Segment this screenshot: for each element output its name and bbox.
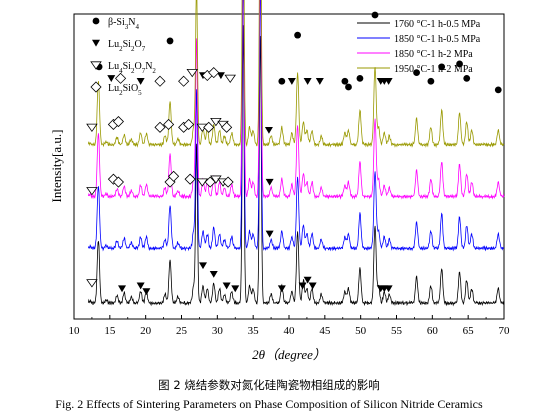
phase-marker xyxy=(494,86,502,94)
x-tick-label: 70 xyxy=(499,325,511,337)
phase-marker xyxy=(107,173,119,185)
phase-marker xyxy=(209,271,218,278)
phase-marker xyxy=(168,170,180,182)
phase-marker xyxy=(142,288,151,296)
phase-marker xyxy=(178,75,190,87)
phase-marker xyxy=(222,176,234,188)
phase-marker xyxy=(294,31,301,39)
series-line xyxy=(87,25,505,307)
x-tick-label: 15 xyxy=(104,325,116,337)
phase-marker xyxy=(203,121,215,133)
series-line xyxy=(87,0,505,149)
series-legend-label: 1850 °C-1 h-2 MPa xyxy=(394,49,473,60)
phase-marker xyxy=(208,67,220,79)
phase-marker xyxy=(199,262,207,270)
phase-marker xyxy=(277,285,286,293)
phase-marker xyxy=(463,74,471,82)
phase-legend-symbol xyxy=(90,81,102,93)
phase-marker xyxy=(184,173,196,185)
phase-marker xyxy=(384,78,393,85)
phase-marker xyxy=(86,279,98,288)
phase-marker xyxy=(231,285,240,293)
series-legend-label: 1850 °C-1 h-0.5 MPa xyxy=(394,34,481,45)
phase-marker-layer xyxy=(86,11,502,296)
phase-marker xyxy=(86,123,98,133)
phase-marker xyxy=(196,178,209,187)
series-legend-label: 1950 °C-1 h-2 MPa xyxy=(394,64,473,75)
phase-marker xyxy=(265,178,274,186)
phase-legend-symbol xyxy=(92,39,100,47)
phase-marker xyxy=(183,118,195,131)
phase-legend-symbol xyxy=(90,61,102,70)
phase-marker xyxy=(154,75,166,87)
phase-marker xyxy=(264,127,273,134)
phase-marker xyxy=(107,75,116,82)
phase-legend-label: Lu4Si2O7N2 xyxy=(108,61,156,75)
x-tick-label: 60 xyxy=(427,325,439,337)
x-axis-label: 2θ（degree） xyxy=(252,347,326,362)
x-axis-ticks: 10 15 20 25 30 35 40 45 50 55 60 65 70 xyxy=(69,315,511,337)
series-layer xyxy=(87,0,505,307)
phase-marker xyxy=(186,69,199,78)
phase-marker xyxy=(341,77,349,85)
x-tick-label: 50 xyxy=(355,325,367,337)
phase-marker xyxy=(115,72,127,84)
phase-marker xyxy=(456,60,463,68)
phase-marker xyxy=(118,285,127,293)
phase-marker xyxy=(298,282,307,290)
x-tick-label: 40 xyxy=(284,325,296,337)
figure-caption-chinese: 图 2 烧结参数对氮化硅陶瓷物相组成的影响 xyxy=(158,378,380,392)
figure-caption-english: Fig. 2 Effects of Sintering Parameters o… xyxy=(55,397,483,411)
phase-marker xyxy=(163,118,175,131)
x-tick-label: 25 xyxy=(176,325,188,337)
x-tick-label: 10 xyxy=(69,325,81,337)
phase-legend-label: Lu2Si2O7 xyxy=(108,39,146,53)
xrd-chart: 10 15 20 25 30 35 40 45 50 55 60 65 70 Intensity[a.u… xyxy=(49,0,511,362)
series-line xyxy=(87,0,505,252)
phase-marker xyxy=(371,11,379,19)
x-tick-label: 35 xyxy=(248,325,260,337)
phase-marker xyxy=(154,121,166,133)
x-tick-label: 45 xyxy=(319,325,331,337)
phase-marker xyxy=(287,78,296,85)
phase-marker xyxy=(278,77,286,85)
phase-legend-symbol xyxy=(92,17,100,25)
phase-marker xyxy=(216,72,225,80)
x-tick-label: 55 xyxy=(391,325,403,337)
x-tick-label: 30 xyxy=(212,325,224,337)
phase-legend: β-Si3N4 Lu2Si2O7 Lu4Si2O7N2 Lu2SiO5 xyxy=(90,17,156,97)
phase-marker xyxy=(136,282,145,290)
phase-legend-label: Lu2SiO5 xyxy=(108,83,142,97)
y-axis-label: Intensity[a.u.] xyxy=(49,130,64,203)
series-line xyxy=(87,0,505,200)
x-tick-label: 20 xyxy=(140,325,152,337)
phase-marker xyxy=(112,176,124,188)
phase-marker xyxy=(222,282,231,290)
phase-marker xyxy=(303,78,312,85)
series-legend-label: 1760 °C-1 h-0.5 MPa xyxy=(394,19,481,30)
x-tick-label: 65 xyxy=(463,325,475,337)
phase-marker xyxy=(315,78,324,85)
phase-marker xyxy=(86,187,98,196)
series-legend: 1760 °C-1 h-0.5 MPa 1850 °C-1 h-0.5 MPa 18… xyxy=(357,19,481,75)
phase-marker xyxy=(303,276,312,284)
phase-marker xyxy=(204,176,216,188)
phase-marker xyxy=(427,77,435,85)
phase-marker xyxy=(221,121,233,133)
phase-marker xyxy=(308,282,317,290)
phase-marker xyxy=(224,74,236,84)
phase-marker xyxy=(136,78,145,85)
phase-marker xyxy=(438,63,446,71)
phase-marker xyxy=(413,69,420,76)
phase-legend-label: β-Si3N4 xyxy=(108,17,140,31)
phase-marker xyxy=(356,74,364,82)
phase-marker xyxy=(112,115,124,128)
phase-marker xyxy=(384,285,393,293)
phase-marker xyxy=(345,83,352,91)
phase-marker xyxy=(166,37,174,45)
phase-marker xyxy=(265,230,274,238)
